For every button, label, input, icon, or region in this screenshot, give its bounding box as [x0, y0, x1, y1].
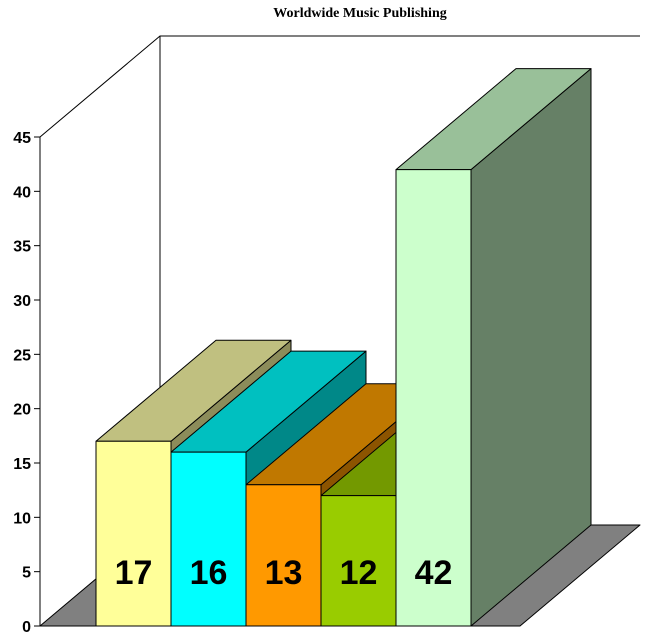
chart-title: Worldwide Music Publishing — [273, 6, 447, 21]
bar — [95, 440, 172, 627]
y-tick-label: 20 — [13, 402, 31, 419]
data-label: 17 — [115, 554, 153, 592]
y-tick-label: 0 — [22, 619, 31, 636]
data-label: 16 — [190, 554, 228, 592]
y-tick-label: 45 — [13, 130, 31, 147]
bar — [395, 169, 472, 627]
data-label: 12 — [340, 554, 378, 592]
y-tick-label: 10 — [13, 510, 31, 527]
y-tick-label: 40 — [13, 184, 31, 201]
y-tick-label: 5 — [22, 565, 31, 582]
data-label: 13 — [265, 554, 303, 592]
data-label: 42 — [415, 554, 453, 592]
y-tick-label: 25 — [13, 347, 31, 364]
y-tick-label: 30 — [13, 293, 31, 310]
bar — [170, 451, 247, 627]
y-tick-label: 15 — [13, 456, 31, 473]
y-tick-label: 35 — [13, 239, 31, 256]
